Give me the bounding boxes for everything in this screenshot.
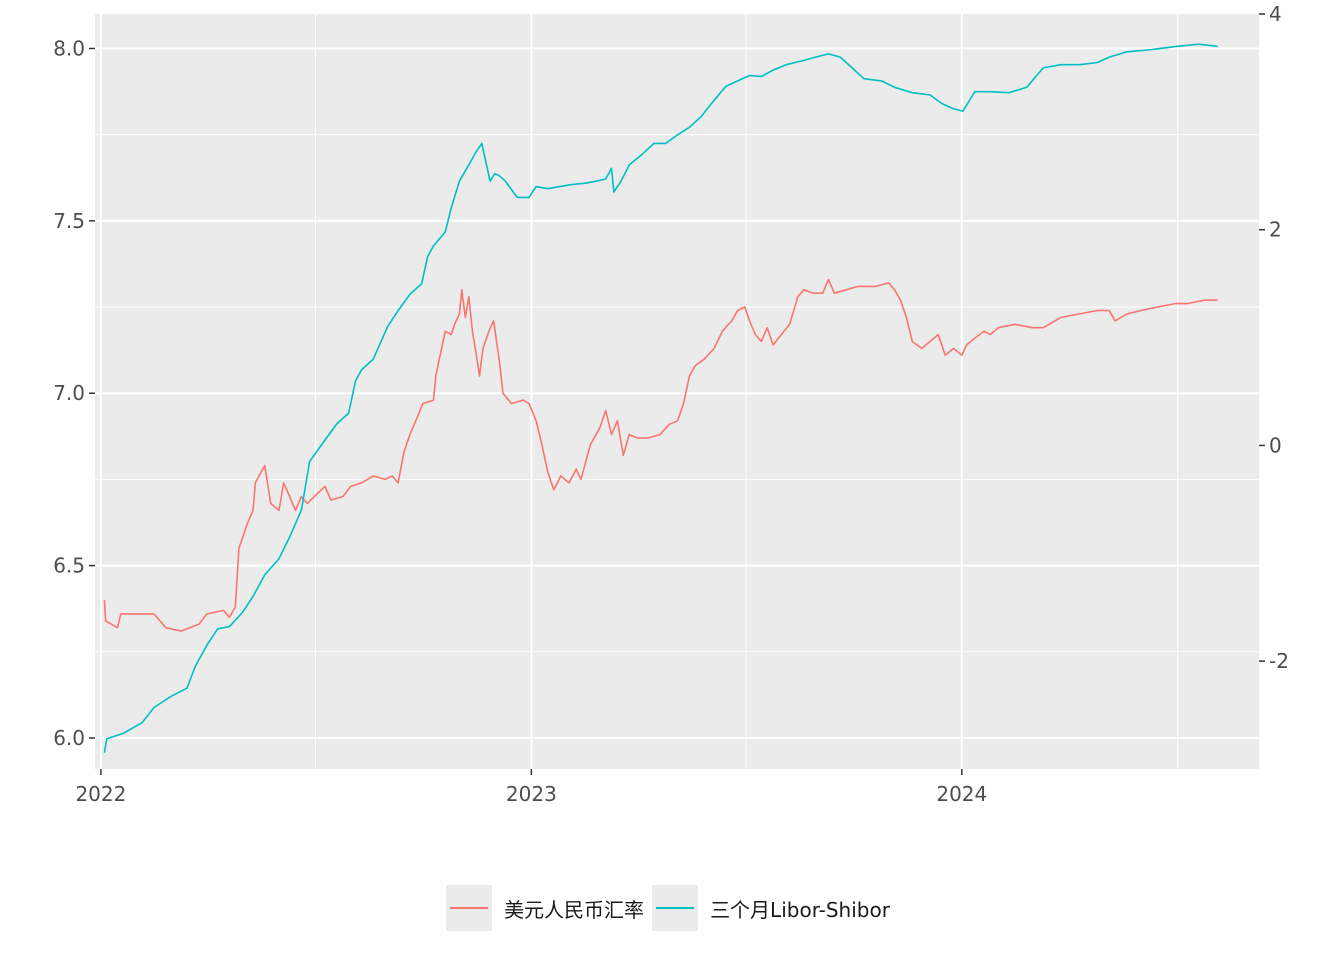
right-axis-tick-label: 0 xyxy=(1269,433,1282,457)
legend-key-usdcny xyxy=(446,885,493,931)
right-axis-tick-label: 2 xyxy=(1269,218,1282,242)
x-axis: 2022 2023 2024 xyxy=(75,769,987,806)
x-axis-tick-label: 2022 xyxy=(75,782,126,806)
x-axis-tick-label: 2023 xyxy=(506,782,557,806)
legend-label-libor-shibor: 三个月Libor-Shibor xyxy=(710,897,890,922)
left-axis-tick-label: 6.5 xyxy=(53,554,85,578)
right-y-axis: -2 0 2 4 xyxy=(1259,2,1289,673)
series-line-libor-shibor xyxy=(103,43,1218,753)
legend-key-libor-shibor xyxy=(652,885,699,931)
series-layer xyxy=(103,43,1218,753)
plot-panel xyxy=(95,14,1259,769)
legend: 美元人民币汇率 三个月Libor-Shibor xyxy=(0,884,1344,932)
series-line-usdcny xyxy=(103,278,1218,632)
right-axis-tick-label: -2 xyxy=(1269,649,1289,673)
legend-swatch-usdcny xyxy=(450,907,489,909)
right-axis-tick-label: 4 xyxy=(1269,2,1282,26)
left-axis-tick-label: 7.0 xyxy=(53,381,85,405)
left-axis-tick-label: 6.0 xyxy=(53,726,85,750)
minor-gridlines xyxy=(95,14,1259,769)
x-axis-tick-label: 2024 xyxy=(936,782,987,806)
major-gridlines xyxy=(95,14,1259,769)
legend-item-libor-shibor: 三个月Libor-Shibor xyxy=(652,885,890,931)
legend-item-usdcny: 美元人民币汇率 xyxy=(446,885,644,931)
legend-label-usdcny: 美元人民币汇率 xyxy=(504,897,645,922)
left-axis-tick-label: 8.0 xyxy=(53,36,85,60)
legend-swatch-libor-shibor xyxy=(656,907,695,909)
left-y-axis: 6.0 6.5 7.0 7.5 8.0 xyxy=(53,36,95,750)
left-axis-tick-label: 7.5 xyxy=(53,209,85,233)
